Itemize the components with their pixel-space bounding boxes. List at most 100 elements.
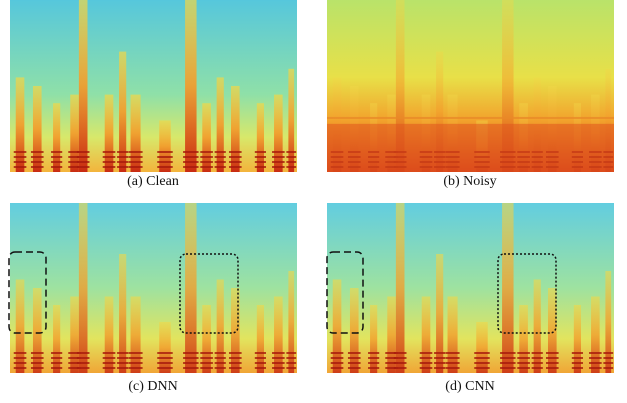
harmonic-line (286, 156, 296, 158)
spectrogram (327, 0, 614, 172)
harmonic-line (348, 357, 361, 359)
harmonic-line (129, 156, 143, 158)
harmonic-line (589, 357, 602, 359)
spectral-band (119, 254, 126, 373)
harmonic-line (546, 362, 559, 364)
harmonic-line (286, 362, 296, 364)
harmonic-line (272, 357, 285, 359)
spectral-band (387, 297, 396, 374)
harmonic-line (532, 367, 543, 369)
harmonic-line (517, 362, 530, 364)
spectral-band (350, 288, 359, 373)
harmonic-line (103, 166, 116, 168)
harmonic-line (286, 151, 296, 153)
harmonic-line (31, 166, 44, 168)
harmonic-line (394, 367, 407, 369)
harmonic-line (368, 357, 379, 359)
harmonic-line (446, 357, 460, 359)
harmonic-line (229, 156, 242, 158)
harmonic-line (31, 161, 44, 163)
harmonic-line (117, 151, 128, 153)
harmonic-line (157, 352, 172, 354)
harmonic-line (14, 367, 27, 369)
harmonic-line (129, 352, 143, 354)
harmonic-line (215, 156, 226, 158)
harmonic-line (603, 367, 613, 369)
spectral-band (185, 203, 196, 373)
spectral-band (33, 86, 42, 172)
harmonic-line (129, 151, 143, 153)
harmonic-line (183, 156, 198, 158)
harmonic-line (546, 367, 559, 369)
harmonic-line (103, 362, 116, 364)
harmonic-line (103, 357, 116, 359)
harmonic-line (229, 362, 242, 364)
harmonic-line (348, 362, 361, 364)
harmonic-line (77, 161, 90, 163)
spectral-band (591, 297, 600, 374)
harmonic-line (215, 357, 226, 359)
harmonic-line (14, 151, 27, 153)
harmonic-line (603, 357, 613, 359)
harmonic-line (589, 362, 602, 364)
harmonic-line (331, 352, 344, 354)
harmonic-line (51, 367, 62, 369)
spectral-band (119, 52, 126, 172)
harmonic-line (14, 156, 27, 158)
harmonic-line (14, 166, 27, 168)
harmonic-line (348, 367, 361, 369)
harmonic-line (31, 156, 44, 158)
spectral-band (436, 254, 443, 373)
harmonic-line (368, 362, 379, 364)
harmonic-line (14, 352, 27, 354)
harmonic-line (420, 367, 433, 369)
harmonic-line (255, 151, 266, 153)
harmonic-line (31, 362, 44, 364)
harmonic-line (14, 357, 27, 359)
caption: (b) Noisy (443, 174, 496, 189)
harmonic-line (157, 161, 172, 163)
harmonic-line (183, 357, 198, 359)
harmonic-line (589, 352, 602, 354)
harmonic-line (420, 357, 433, 359)
spectral-band (448, 297, 458, 374)
harmonic-line (215, 151, 226, 153)
spectral-band (33, 288, 42, 373)
harmonic-line (14, 362, 27, 364)
harmonic-line (200, 362, 213, 364)
spectral-band (231, 86, 240, 172)
harmonic-line (255, 367, 266, 369)
harmonic-line (51, 357, 62, 359)
harmonic-line (546, 357, 559, 359)
harmonic-line (200, 166, 213, 168)
harmonic-line (517, 367, 530, 369)
spectral-band (159, 120, 170, 172)
harmonic-line (14, 161, 27, 163)
harmonic-line (603, 352, 613, 354)
harmonic-line (77, 357, 90, 359)
harmonic-line (603, 362, 613, 364)
harmonic-line (51, 362, 62, 364)
harmonic-line (77, 362, 90, 364)
spectral-band (274, 297, 283, 374)
harmonic-line (286, 357, 296, 359)
harmonic-line (215, 161, 226, 163)
harmonic-line (77, 156, 90, 158)
harmonic-line (117, 367, 128, 369)
harmonic-line (255, 156, 266, 158)
harmonic-line (255, 161, 266, 163)
harmonic-line (446, 367, 460, 369)
harmonic-line (434, 367, 445, 369)
harmonic-line (368, 352, 379, 354)
harmonic-line (77, 352, 90, 354)
harmonic-line (286, 352, 296, 354)
harmonic-line (157, 367, 172, 369)
noise-line (327, 117, 614, 119)
harmonic-line (255, 352, 266, 354)
harmonic-line (500, 362, 515, 364)
harmonic-line (200, 151, 213, 153)
harmonic-line (183, 352, 198, 354)
harmonic-line (229, 367, 242, 369)
harmonic-line (394, 362, 407, 364)
spectral-band (79, 203, 88, 373)
